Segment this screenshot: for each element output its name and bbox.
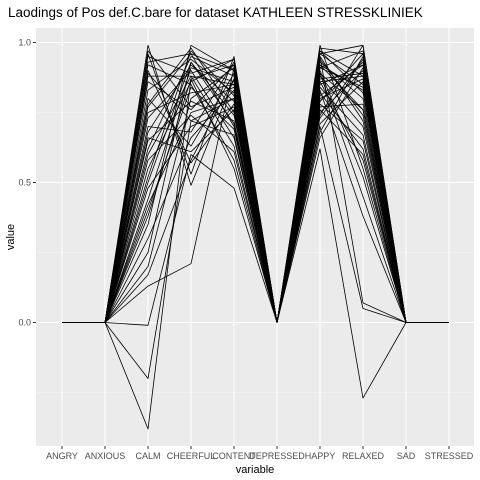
series-lines [62,44,449,430]
x-tick-label: DEPRESSED [249,451,305,461]
x-tick-label: STRESSED [425,451,474,461]
x-axis: ANGRY ANXIOUS CALM CHEERFULCONTENTDEPRESSED… [46,446,474,461]
series-line [62,70,449,323]
series-line [62,58,449,323]
series-line [62,78,449,430]
chart-title: Laodings of Pos def.C.bare for dataset K… [8,5,423,20]
x-axis-title: variable [236,464,275,476]
x-tick-label: HAPPY [305,451,336,461]
series-line [62,50,449,323]
series-line [62,53,449,323]
y-tick-label: 0.0 [18,318,31,328]
series-line [62,56,449,326]
plot-panel [36,28,474,446]
series-line [62,72,449,323]
y-axis: 0.0 0.5 1.0 [18,38,36,328]
series-line [62,53,449,323]
x-tick-label: ANXIOUS [85,451,126,461]
x-tick-label: CHEERFUL [167,451,216,461]
x-tick-label: SAD [397,451,416,461]
series-line [62,58,449,323]
x-tick-label: ANGRY [46,451,78,461]
x-tick-label: CONTENT [212,451,256,461]
series-line [62,72,449,323]
y-tick-label: 1.0 [18,38,31,48]
x-tick-label: RELAXED [342,451,385,461]
series-line [62,44,449,323]
y-tick-label: 0.5 [18,178,31,188]
y-axis-title: value [5,224,17,250]
x-tick-label: CALM [135,451,160,461]
series-line [62,81,449,323]
